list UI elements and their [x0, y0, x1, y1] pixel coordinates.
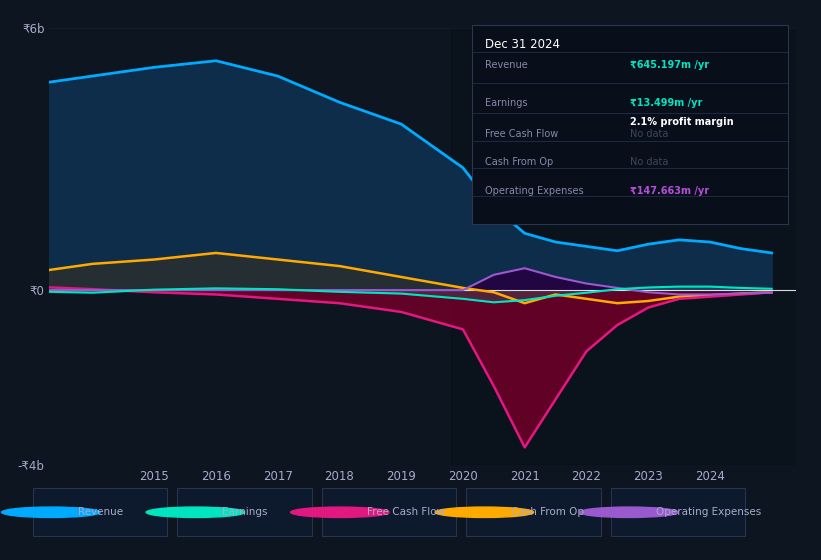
Text: ₹147.663m /yr: ₹147.663m /yr: [631, 186, 709, 196]
Text: Revenue: Revenue: [484, 60, 527, 70]
Text: Free Cash Flow: Free Cash Flow: [367, 507, 445, 517]
Circle shape: [435, 507, 534, 517]
Text: Cash From Op: Cash From Op: [511, 507, 585, 517]
Bar: [33, 488, 167, 536]
Bar: [611, 488, 745, 536]
Text: Operating Expenses: Operating Expenses: [656, 507, 761, 517]
Text: Earnings: Earnings: [484, 98, 527, 108]
Text: No data: No data: [631, 129, 668, 138]
Text: ₹13.499m /yr: ₹13.499m /yr: [631, 98, 703, 108]
Circle shape: [580, 507, 678, 517]
Text: Operating Expenses: Operating Expenses: [484, 186, 584, 196]
Text: 2.1% profit margin: 2.1% profit margin: [631, 116, 734, 127]
Text: No data: No data: [631, 157, 668, 167]
Text: Free Cash Flow: Free Cash Flow: [484, 129, 558, 138]
Text: Earnings: Earnings: [222, 507, 268, 517]
Text: Dec 31 2024: Dec 31 2024: [484, 38, 560, 51]
Circle shape: [146, 507, 245, 517]
Bar: [322, 488, 456, 536]
Text: Cash From Op: Cash From Op: [484, 157, 553, 167]
Text: Revenue: Revenue: [78, 507, 123, 517]
Text: ₹645.197m /yr: ₹645.197m /yr: [631, 60, 709, 70]
Bar: [177, 488, 312, 536]
Circle shape: [291, 507, 389, 517]
Circle shape: [2, 507, 100, 517]
Bar: [466, 488, 601, 536]
Bar: [451, 28, 796, 465]
